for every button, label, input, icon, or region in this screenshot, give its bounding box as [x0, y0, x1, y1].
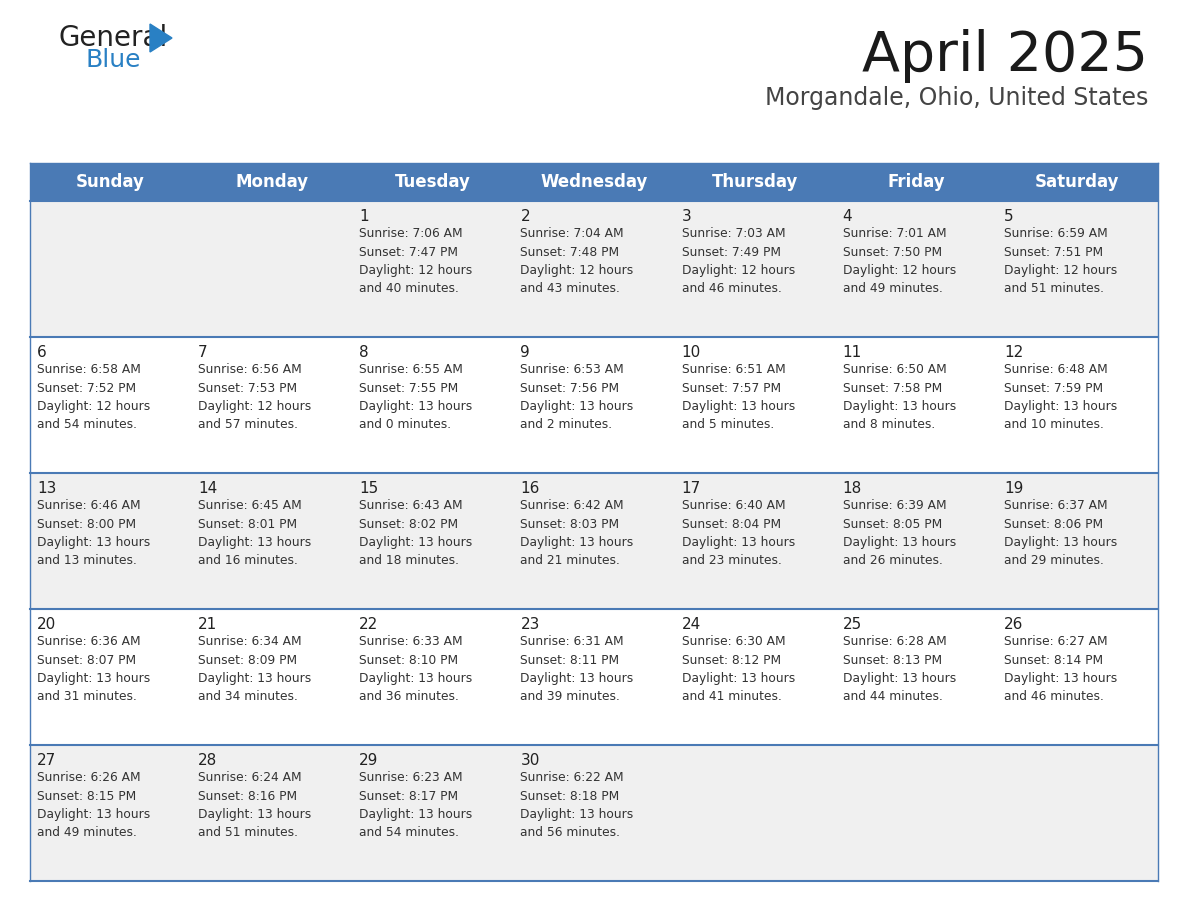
- Text: 29: 29: [359, 753, 379, 768]
- Text: April 2025: April 2025: [862, 29, 1148, 83]
- Bar: [30, 473, 1158, 609]
- Text: 26: 26: [1004, 617, 1023, 632]
- Text: Sunrise: 6:42 AM
Sunset: 8:03 PM
Daylight: 13 hours
and 21 minutes.: Sunrise: 6:42 AM Sunset: 8:03 PM Dayligh…: [520, 499, 633, 567]
- Text: Sunrise: 6:22 AM
Sunset: 8:18 PM
Daylight: 13 hours
and 56 minutes.: Sunrise: 6:22 AM Sunset: 8:18 PM Dayligh…: [520, 771, 633, 839]
- Text: Morgandale, Ohio, United States: Morgandale, Ohio, United States: [765, 86, 1148, 110]
- Text: 27: 27: [37, 753, 56, 768]
- Text: Sunrise: 6:37 AM
Sunset: 8:06 PM
Daylight: 13 hours
and 29 minutes.: Sunrise: 6:37 AM Sunset: 8:06 PM Dayligh…: [1004, 499, 1117, 567]
- Text: General: General: [58, 24, 168, 52]
- Text: Sunrise: 6:40 AM
Sunset: 8:04 PM
Daylight: 13 hours
and 23 minutes.: Sunrise: 6:40 AM Sunset: 8:04 PM Dayligh…: [682, 499, 795, 567]
- Text: Monday: Monday: [235, 173, 308, 191]
- Text: 30: 30: [520, 753, 539, 768]
- Text: 17: 17: [682, 481, 701, 496]
- Text: Sunrise: 7:06 AM
Sunset: 7:47 PM
Daylight: 12 hours
and 40 minutes.: Sunrise: 7:06 AM Sunset: 7:47 PM Dayligh…: [359, 227, 473, 296]
- Text: 15: 15: [359, 481, 379, 496]
- Text: 6: 6: [37, 345, 46, 360]
- Text: Sunrise: 6:51 AM
Sunset: 7:57 PM
Daylight: 13 hours
and 5 minutes.: Sunrise: 6:51 AM Sunset: 7:57 PM Dayligh…: [682, 363, 795, 431]
- Text: 14: 14: [198, 481, 217, 496]
- Text: 5: 5: [1004, 209, 1013, 224]
- Text: Sunrise: 6:53 AM
Sunset: 7:56 PM
Daylight: 13 hours
and 2 minutes.: Sunrise: 6:53 AM Sunset: 7:56 PM Dayligh…: [520, 363, 633, 431]
- Bar: [30, 163, 1158, 201]
- Text: Sunrise: 6:56 AM
Sunset: 7:53 PM
Daylight: 12 hours
and 57 minutes.: Sunrise: 6:56 AM Sunset: 7:53 PM Dayligh…: [198, 363, 311, 431]
- Text: 28: 28: [198, 753, 217, 768]
- Text: 25: 25: [842, 617, 862, 632]
- Text: Sunrise: 6:48 AM
Sunset: 7:59 PM
Daylight: 13 hours
and 10 minutes.: Sunrise: 6:48 AM Sunset: 7:59 PM Dayligh…: [1004, 363, 1117, 431]
- Text: Tuesday: Tuesday: [394, 173, 470, 191]
- Bar: [30, 745, 1158, 881]
- Text: Blue: Blue: [86, 48, 141, 72]
- Text: Sunrise: 6:34 AM
Sunset: 8:09 PM
Daylight: 13 hours
and 34 minutes.: Sunrise: 6:34 AM Sunset: 8:09 PM Dayligh…: [198, 635, 311, 703]
- Text: Sunrise: 6:33 AM
Sunset: 8:10 PM
Daylight: 13 hours
and 36 minutes.: Sunrise: 6:33 AM Sunset: 8:10 PM Dayligh…: [359, 635, 473, 703]
- Text: Sunrise: 6:45 AM
Sunset: 8:01 PM
Daylight: 13 hours
and 16 minutes.: Sunrise: 6:45 AM Sunset: 8:01 PM Dayligh…: [198, 499, 311, 567]
- Bar: [30, 609, 1158, 745]
- Bar: [30, 201, 1158, 337]
- Text: Sunrise: 6:58 AM
Sunset: 7:52 PM
Daylight: 12 hours
and 54 minutes.: Sunrise: 6:58 AM Sunset: 7:52 PM Dayligh…: [37, 363, 150, 431]
- Bar: [30, 337, 1158, 473]
- Text: 12: 12: [1004, 345, 1023, 360]
- Text: 9: 9: [520, 345, 530, 360]
- Text: Sunrise: 6:46 AM
Sunset: 8:00 PM
Daylight: 13 hours
and 13 minutes.: Sunrise: 6:46 AM Sunset: 8:00 PM Dayligh…: [37, 499, 150, 567]
- Text: Sunrise: 6:55 AM
Sunset: 7:55 PM
Daylight: 13 hours
and 0 minutes.: Sunrise: 6:55 AM Sunset: 7:55 PM Dayligh…: [359, 363, 473, 431]
- Text: 13: 13: [37, 481, 56, 496]
- Text: Sunrise: 6:26 AM
Sunset: 8:15 PM
Daylight: 13 hours
and 49 minutes.: Sunrise: 6:26 AM Sunset: 8:15 PM Dayligh…: [37, 771, 150, 839]
- Text: Friday: Friday: [887, 173, 946, 191]
- Text: Sunrise: 6:30 AM
Sunset: 8:12 PM
Daylight: 13 hours
and 41 minutes.: Sunrise: 6:30 AM Sunset: 8:12 PM Dayligh…: [682, 635, 795, 703]
- Text: Sunrise: 6:23 AM
Sunset: 8:17 PM
Daylight: 13 hours
and 54 minutes.: Sunrise: 6:23 AM Sunset: 8:17 PM Dayligh…: [359, 771, 473, 839]
- Text: 1: 1: [359, 209, 369, 224]
- Text: 22: 22: [359, 617, 379, 632]
- Text: 20: 20: [37, 617, 56, 632]
- Text: 4: 4: [842, 209, 852, 224]
- Text: 8: 8: [359, 345, 369, 360]
- Text: 18: 18: [842, 481, 862, 496]
- Text: 2: 2: [520, 209, 530, 224]
- Text: 11: 11: [842, 345, 862, 360]
- Text: Sunrise: 6:36 AM
Sunset: 8:07 PM
Daylight: 13 hours
and 31 minutes.: Sunrise: 6:36 AM Sunset: 8:07 PM Dayligh…: [37, 635, 150, 703]
- Text: Sunrise: 7:03 AM
Sunset: 7:49 PM
Daylight: 12 hours
and 46 minutes.: Sunrise: 7:03 AM Sunset: 7:49 PM Dayligh…: [682, 227, 795, 296]
- Text: Sunrise: 6:59 AM
Sunset: 7:51 PM
Daylight: 12 hours
and 51 minutes.: Sunrise: 6:59 AM Sunset: 7:51 PM Dayligh…: [1004, 227, 1117, 296]
- Text: Saturday: Saturday: [1035, 173, 1119, 191]
- Text: Sunrise: 6:31 AM
Sunset: 8:11 PM
Daylight: 13 hours
and 39 minutes.: Sunrise: 6:31 AM Sunset: 8:11 PM Dayligh…: [520, 635, 633, 703]
- Text: Sunrise: 7:04 AM
Sunset: 7:48 PM
Daylight: 12 hours
and 43 minutes.: Sunrise: 7:04 AM Sunset: 7:48 PM Dayligh…: [520, 227, 633, 296]
- Text: 23: 23: [520, 617, 539, 632]
- Text: Sunrise: 7:01 AM
Sunset: 7:50 PM
Daylight: 12 hours
and 49 minutes.: Sunrise: 7:01 AM Sunset: 7:50 PM Dayligh…: [842, 227, 956, 296]
- Text: Sunrise: 6:50 AM
Sunset: 7:58 PM
Daylight: 13 hours
and 8 minutes.: Sunrise: 6:50 AM Sunset: 7:58 PM Dayligh…: [842, 363, 956, 431]
- Text: Sunrise: 6:24 AM
Sunset: 8:16 PM
Daylight: 13 hours
and 51 minutes.: Sunrise: 6:24 AM Sunset: 8:16 PM Dayligh…: [198, 771, 311, 839]
- Text: 16: 16: [520, 481, 539, 496]
- Text: Sunrise: 6:39 AM
Sunset: 8:05 PM
Daylight: 13 hours
and 26 minutes.: Sunrise: 6:39 AM Sunset: 8:05 PM Dayligh…: [842, 499, 956, 567]
- Text: Thursday: Thursday: [712, 173, 798, 191]
- Text: 7: 7: [198, 345, 208, 360]
- Text: Sunrise: 6:28 AM
Sunset: 8:13 PM
Daylight: 13 hours
and 44 minutes.: Sunrise: 6:28 AM Sunset: 8:13 PM Dayligh…: [842, 635, 956, 703]
- Text: 10: 10: [682, 345, 701, 360]
- Text: Sunday: Sunday: [76, 173, 145, 191]
- Text: 24: 24: [682, 617, 701, 632]
- Text: 21: 21: [198, 617, 217, 632]
- Text: Sunrise: 6:43 AM
Sunset: 8:02 PM
Daylight: 13 hours
and 18 minutes.: Sunrise: 6:43 AM Sunset: 8:02 PM Dayligh…: [359, 499, 473, 567]
- Text: 3: 3: [682, 209, 691, 224]
- Text: Wednesday: Wednesday: [541, 173, 647, 191]
- Text: 19: 19: [1004, 481, 1023, 496]
- Polygon shape: [150, 24, 172, 52]
- Text: Sunrise: 6:27 AM
Sunset: 8:14 PM
Daylight: 13 hours
and 46 minutes.: Sunrise: 6:27 AM Sunset: 8:14 PM Dayligh…: [1004, 635, 1117, 703]
